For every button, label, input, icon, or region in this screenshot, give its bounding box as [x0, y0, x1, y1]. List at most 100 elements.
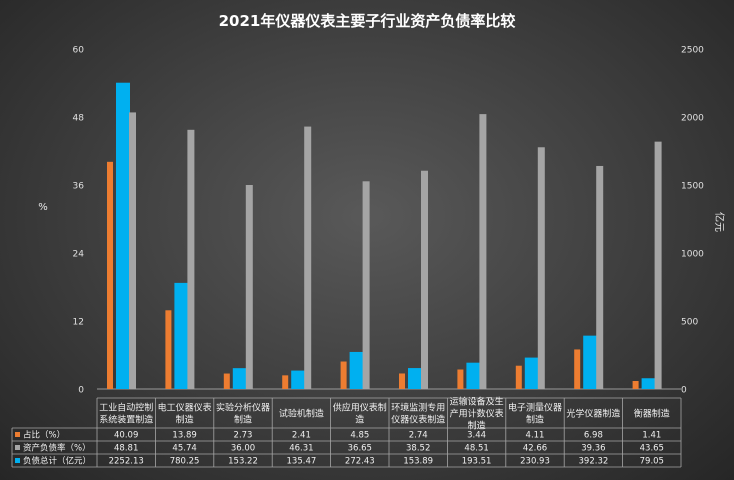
data-label: 43.65 [640, 444, 664, 454]
data-label: 3.44 [467, 431, 486, 441]
data-label: 6.98 [584, 431, 603, 441]
data-label: 2.74 [409, 431, 428, 441]
bar [408, 368, 422, 389]
data-label: 38.52 [406, 444, 430, 454]
legend-swatch [15, 458, 20, 463]
bar [129, 112, 136, 389]
data-label: 153.89 [403, 457, 433, 467]
x-tick-label: 系统装置制造 [99, 414, 153, 426]
x-tick-label: 制造 [234, 414, 252, 426]
data-label: 135.47 [287, 457, 317, 467]
x-tick-label: 产用计数仪表 [450, 408, 504, 420]
bar [340, 361, 347, 389]
bar [632, 381, 639, 389]
bar [116, 82, 130, 389]
data-label: 392.32 [579, 457, 609, 467]
x-tick-label: 试验机制造 [279, 408, 324, 420]
x-tick-label: 衡器制造 [634, 408, 670, 420]
bar [232, 368, 247, 389]
y-axis-label: % [38, 202, 48, 213]
data-label: 79.05 [640, 457, 664, 467]
x-tick-label: 电子测量仪器 [508, 402, 562, 414]
data-label: 48.51 [464, 444, 488, 454]
x-tick-label: 制造 [176, 414, 194, 426]
x-tick-label: 仪器仪表制造 [391, 414, 445, 426]
bar [654, 141, 662, 389]
y-tick-label: 12 [73, 318, 84, 328]
bar [421, 170, 428, 389]
x-tick-label: 制造 [526, 414, 544, 426]
bar [291, 370, 306, 389]
y-tick-label: 0 [78, 386, 84, 396]
x-tick-label: 造 [355, 414, 364, 426]
x-tick-label: 工业自动控制 [99, 402, 153, 414]
data-label: 4.11 [526, 431, 545, 441]
bar [537, 147, 545, 389]
chart-title: 2021年仪器仪表主要子行业资产负债率比较 [219, 12, 516, 30]
data-label: 193.51 [462, 457, 492, 467]
data-label: 1.41 [642, 431, 661, 441]
legend-label: 占比（%） [23, 430, 65, 441]
data-label: 36.00 [231, 444, 255, 454]
y-tick-label: 36 [73, 182, 85, 192]
x-tick-label: 运输设备及生 [450, 396, 504, 408]
data-label: 230.93 [520, 457, 550, 467]
x-tick-label: 实验分析仪器 [216, 402, 270, 414]
y2-axis-label: 亿元 [713, 212, 726, 232]
bar [399, 373, 405, 389]
data-label: 2.73 [234, 431, 253, 441]
bar [574, 349, 581, 389]
bar [282, 375, 289, 389]
y2-tick-label: 2000 [681, 114, 704, 124]
bar [362, 181, 370, 389]
data-label: 2252.13 [109, 457, 144, 467]
x-tick-label: 光学仪器制造 [566, 408, 620, 420]
y2-tick-label: 1500 [681, 182, 704, 192]
y-tick-label: 48 [73, 114, 85, 124]
data-label: 40.09 [114, 431, 138, 441]
y2-tick-label: 0 [681, 386, 687, 396]
data-label: 42.66 [523, 444, 547, 454]
x-tick-label: 电工仪器仪表 [158, 402, 212, 414]
bar [515, 365, 522, 389]
data-label: 36.65 [348, 444, 372, 454]
data-label: 2.41 [292, 431, 311, 441]
data-label: 46.31 [289, 444, 313, 454]
bar [349, 351, 364, 389]
data-label: 153.22 [228, 457, 258, 467]
bar [524, 357, 539, 389]
bar [174, 282, 189, 389]
data-label: 45.74 [172, 444, 196, 454]
y2-tick-label: 2500 [681, 46, 704, 56]
legend-label: 资产负债率（%） [23, 443, 91, 454]
bar [165, 310, 172, 389]
bar [245, 185, 253, 389]
data-label: 780.25 [170, 457, 200, 467]
data-label: 48.81 [114, 444, 138, 454]
bar [641, 378, 656, 389]
data-label: 39.36 [581, 444, 605, 454]
y2-tick-label: 1000 [681, 250, 704, 260]
bar [223, 373, 230, 389]
legend-swatch [15, 445, 20, 450]
bar [457, 369, 464, 389]
legend-swatch [15, 432, 20, 437]
bar [304, 126, 312, 390]
y-tick-label: 24 [73, 250, 85, 260]
y-tick-label: 60 [73, 46, 85, 56]
bar [107, 161, 113, 389]
data-label: 13.89 [172, 431, 196, 441]
bar [479, 114, 487, 390]
y2-tick-label: 500 [681, 318, 698, 328]
data-label: 4.85 [350, 431, 369, 441]
data-label: 272.43 [345, 457, 375, 467]
x-tick-label: 制造 [468, 420, 486, 432]
bar [583, 335, 598, 389]
x-tick-label: 供应用仪表制 [333, 402, 387, 414]
legend-label: 负债总计（亿元） [23, 456, 91, 467]
bar [466, 362, 481, 389]
bar [187, 129, 195, 389]
bar [596, 165, 604, 389]
x-tick-label: 环境监测专用 [391, 402, 445, 414]
